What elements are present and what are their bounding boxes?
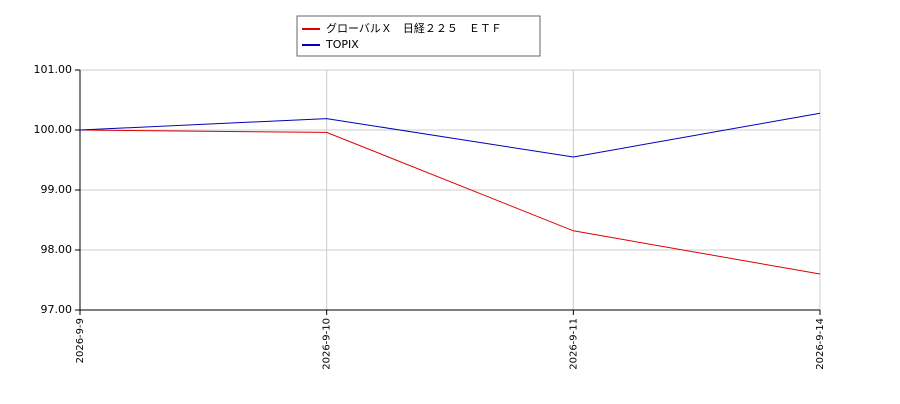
y-tick-label: 98.00: [41, 243, 73, 256]
y-tick-label: 97.00: [41, 303, 73, 316]
x-tick-label: 2026-9-9: [75, 318, 86, 363]
legend-label: グローバルＸ 日経２２５ ＥＴＦ: [326, 21, 502, 35]
y-tick-label: 101.00: [34, 63, 73, 76]
y-tick-label: 99.00: [41, 183, 73, 196]
y-tick-label: 100.00: [34, 123, 73, 136]
series-line: [79, 112, 821, 158]
series-line: [79, 129, 821, 275]
legend-label: TOPIX: [325, 38, 359, 51]
legend-box: [296, 15, 541, 57]
x-tick-label: 2026-9-14: [815, 318, 826, 370]
x-tick-label: 2026-9-10: [322, 318, 333, 370]
x-tick-label: 2026-9-11: [568, 318, 579, 370]
